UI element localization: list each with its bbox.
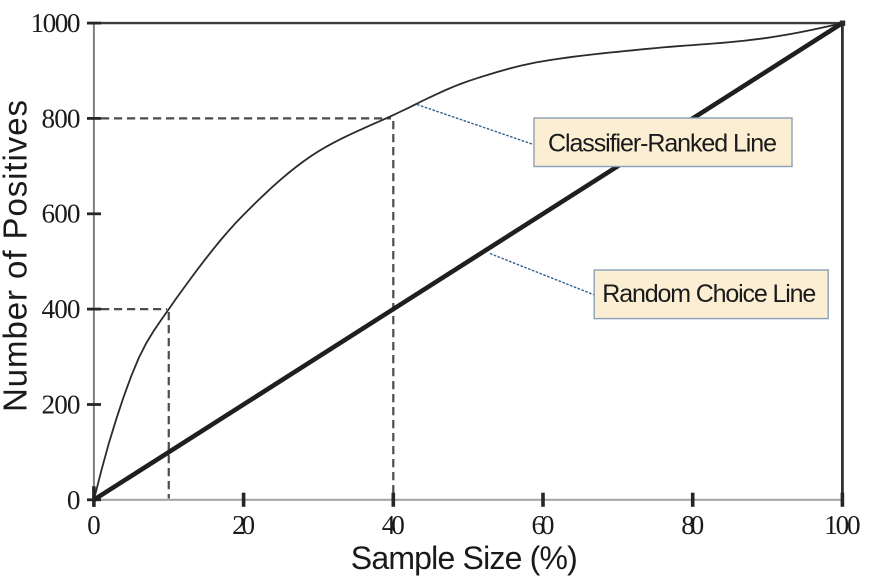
svg-text:0: 0 — [87, 510, 101, 540]
svg-text:0: 0 — [67, 485, 81, 515]
svg-text:40: 40 — [382, 510, 405, 540]
svg-text:200: 200 — [42, 389, 81, 419]
svg-text:Classifier-Ranked Line: Classifier-Ranked Line — [548, 129, 777, 157]
svg-text:Random Choice Line: Random Choice Line — [602, 280, 816, 308]
svg-text:600: 600 — [42, 199, 81, 229]
svg-text:1000: 1000 — [31, 8, 81, 38]
svg-text:60: 60 — [532, 510, 555, 540]
svg-text:800: 800 — [42, 103, 81, 133]
svg-text:20: 20 — [232, 510, 255, 540]
svg-text:Sample Size (%): Sample Size (%) — [351, 540, 578, 576]
svg-text:80: 80 — [681, 510, 704, 540]
svg-text:Number of Positives: Number of Positives — [0, 100, 34, 412]
svg-text:400: 400 — [42, 294, 81, 324]
svg-text:100: 100 — [824, 510, 861, 540]
